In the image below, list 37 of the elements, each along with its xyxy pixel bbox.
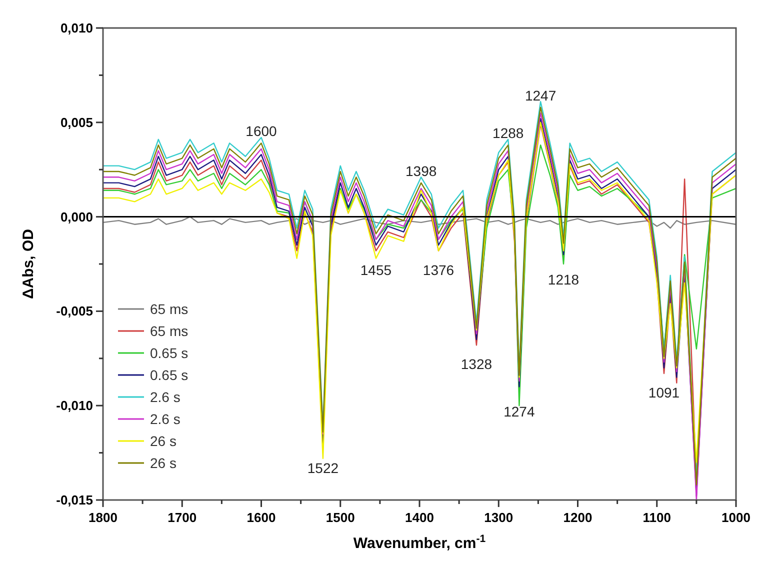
annotation: 1218 (548, 271, 580, 288)
line-series (103, 216, 736, 229)
y-tick-label: -0,015 (56, 492, 93, 508)
x-tick-label: 1000 (722, 510, 750, 525)
annotation: 1328 (460, 356, 492, 372)
legend-label: 65 ms (150, 301, 188, 317)
legend-label: 26 s (150, 433, 176, 449)
x-tick-label: 1200 (563, 510, 592, 525)
annotation: 1288 (492, 125, 524, 142)
annotation: 1455 (360, 262, 392, 278)
x-tick-label: 1500 (326, 510, 355, 525)
legend-label: 65 ms (150, 323, 188, 339)
y-tick-label: -0,005 (56, 304, 93, 319)
annotation: 1376 (422, 262, 454, 278)
y-tick-label: 0,010 (60, 20, 93, 36)
y-tick-label: 0,005 (60, 114, 93, 130)
y-tick-label: -0,010 (56, 398, 93, 414)
y-tick-label: 0,000 (60, 209, 93, 224)
x-tick-label: 1700 (168, 510, 197, 525)
x-tick-label: 1400 (405, 510, 434, 525)
legend-label: 26 s (150, 455, 176, 471)
annotation: 1522 (307, 460, 339, 476)
annotation: 1398 (406, 162, 437, 179)
x-axis-title: Wavenumber, cm$^{-1}$ (353, 533, 486, 552)
legend-label: 0.65 s (150, 345, 188, 361)
annotation: 1091 (648, 384, 680, 401)
annotation: 1600 (246, 123, 278, 140)
annotation: 1274 (504, 403, 535, 420)
x-tick-label: 1800 (88, 510, 118, 525)
legend-label: 0.65 s (150, 367, 188, 383)
y-axis-title: ΔAbs, OD (20, 228, 37, 299)
x-tick-label: 1600 (246, 510, 276, 525)
x-tick-label: 1300 (484, 510, 514, 525)
legend-label: 2.6 s (150, 389, 180, 405)
x-tick-label: 1100 (642, 510, 671, 525)
annotation: 1247 (524, 87, 556, 104)
legend-label: 2.6 s (150, 411, 180, 427)
